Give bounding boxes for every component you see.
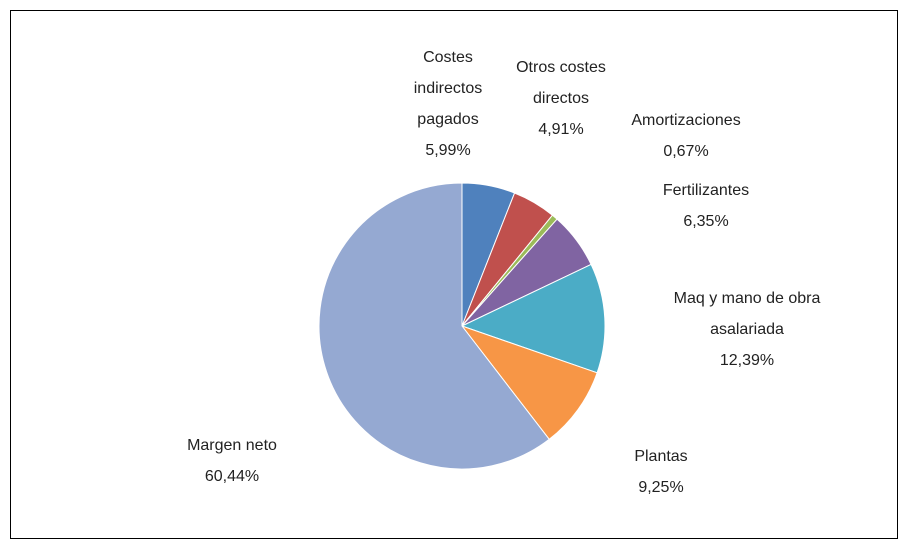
category-name: Fertilizantes bbox=[662, 182, 750, 199]
slice-label: Margen neto 60,44% bbox=[157, 430, 307, 492]
category-name: Plantas bbox=[634, 448, 688, 465]
value-label: 5,99% bbox=[425, 142, 471, 159]
category-name: Amortizaciones bbox=[631, 112, 741, 129]
value-label: 9,25% bbox=[638, 479, 684, 496]
value-label: 6,35% bbox=[683, 213, 729, 230]
value-label: 60,44% bbox=[204, 468, 260, 485]
slice-label: Maq y mano de obra asalariada 12,39% bbox=[660, 283, 835, 376]
slice-label: Plantas 9,25% bbox=[601, 441, 721, 503]
slice-label: Costes indirectos pagados 5,99% bbox=[393, 42, 503, 166]
category-name: Maq y mano de obra asalariada bbox=[673, 290, 821, 338]
value-label: 12,39% bbox=[719, 352, 775, 369]
pie-slice bbox=[460, 324, 598, 441]
value-label: 4,91% bbox=[538, 121, 584, 138]
slice-label: Amortizaciones 0,67% bbox=[601, 105, 771, 167]
category-name: Margen neto bbox=[187, 437, 277, 454]
pie-slice bbox=[318, 182, 550, 470]
slice-label: Fertilizantes 6,35% bbox=[631, 175, 781, 237]
slice-label: Otros costes directos 4,91% bbox=[496, 52, 626, 145]
pie-slice bbox=[460, 263, 606, 374]
value-label: 0,67% bbox=[663, 143, 709, 160]
category-name: Otros costes directos bbox=[516, 59, 606, 107]
category-name: Costes indirectos pagados bbox=[413, 49, 483, 128]
